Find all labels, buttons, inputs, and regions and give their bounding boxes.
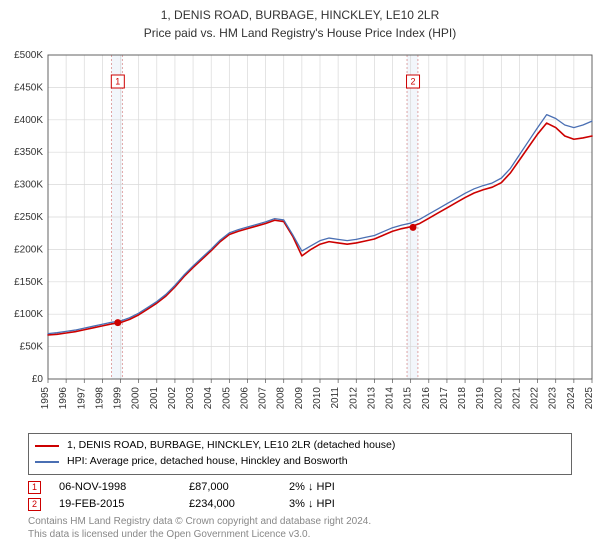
chart-plot-area: £0 £50K £100K £150K £200K £250K £300K £350K £400… (0, 49, 600, 427)
svg-text:1: 1 (115, 77, 120, 87)
event-date-1: 06-NOV-1998 (59, 481, 189, 493)
event-price-1: £87,000 (189, 481, 289, 493)
svg-text:2014: 2014 (385, 387, 396, 410)
svg-text:2012: 2012 (348, 387, 359, 410)
svg-text:2009: 2009 (294, 387, 305, 410)
footer-line-2: This data is licensed under the Open Gov… (28, 528, 572, 542)
legend-item-property: 1, DENIS ROAD, BURBAGE, HINCKLEY, LE10 2… (35, 438, 565, 454)
svg-text:2006: 2006 (239, 387, 250, 410)
legend-swatch-hpi (35, 461, 59, 463)
chart-container: 1, DENIS ROAD, BURBAGE, HINCKLEY, LE10 2… (0, 0, 600, 560)
svg-text:£400K: £400K (14, 115, 43, 126)
svg-text:1997: 1997 (76, 387, 87, 410)
event-marker-1: 1 (28, 481, 41, 494)
svg-text:2008: 2008 (276, 387, 287, 410)
svg-text:£250K: £250K (14, 212, 43, 223)
svg-text:£200K: £200K (14, 245, 43, 256)
svg-text:2018: 2018 (457, 387, 468, 410)
svg-text:2: 2 (411, 77, 416, 87)
legend-label-hpi: HPI: Average price, detached house, Hinc… (67, 454, 348, 470)
event-price-2: £234,000 (189, 498, 289, 510)
legend-label-property: 1, DENIS ROAD, BURBAGE, HINCKLEY, LE10 2… (67, 438, 395, 454)
svg-text:2021: 2021 (511, 387, 522, 410)
svg-text:2002: 2002 (167, 387, 178, 410)
svg-text:2004: 2004 (203, 387, 214, 410)
svg-text:2007: 2007 (258, 387, 269, 410)
chart-svg: £0 £50K £100K £150K £200K £250K £300K £350K £400… (0, 49, 600, 427)
svg-text:£450K: £450K (14, 83, 43, 94)
footer-attribution: Contains HM Land Registry data © Crown c… (28, 515, 572, 542)
svg-text:£150K: £150K (14, 277, 43, 288)
legend-item-hpi: HPI: Average price, detached house, Hinc… (35, 454, 565, 470)
svg-text:£0: £0 (32, 374, 44, 385)
svg-text:£500K: £500K (14, 50, 43, 61)
event-row-1: 1 06-NOV-1998 £87,000 2% ↓ HPI (28, 481, 572, 494)
event-date-2: 19-FEB-2015 (59, 498, 189, 510)
svg-text:£100K: £100K (14, 309, 43, 320)
event-diff-2: 3% ↓ HPI (289, 498, 335, 510)
event-marker-2: 2 (28, 498, 41, 511)
svg-text:£50K: £50K (20, 342, 44, 353)
svg-text:1998: 1998 (94, 387, 105, 410)
event-list: 1 06-NOV-1998 £87,000 2% ↓ HPI 2 19-FEB-… (28, 481, 572, 511)
svg-text:1995: 1995 (40, 387, 51, 410)
svg-text:£300K: £300K (14, 180, 43, 191)
legend-box: 1, DENIS ROAD, BURBAGE, HINCKLEY, LE10 2… (28, 433, 572, 475)
svg-text:2003: 2003 (185, 387, 196, 410)
footer-line-1: Contains HM Land Registry data © Crown c… (28, 515, 572, 529)
event-diff-1: 2% ↓ HPI (289, 481, 335, 493)
svg-text:2015: 2015 (403, 387, 414, 410)
svg-text:£350K: £350K (14, 147, 43, 158)
svg-text:2024: 2024 (566, 387, 577, 410)
svg-text:2011: 2011 (330, 387, 341, 409)
svg-text:2020: 2020 (493, 387, 504, 410)
event-row-2: 2 19-FEB-2015 £234,000 3% ↓ HPI (28, 498, 572, 511)
svg-text:2000: 2000 (131, 387, 142, 410)
svg-text:2023: 2023 (548, 387, 559, 410)
svg-text:2017: 2017 (439, 387, 450, 410)
svg-text:2025: 2025 (584, 387, 595, 410)
svg-text:2013: 2013 (366, 387, 377, 410)
chart-title: 1, DENIS ROAD, BURBAGE, HINCKLEY, LE10 2… (0, 8, 600, 24)
svg-text:2016: 2016 (421, 387, 432, 410)
svg-text:1996: 1996 (58, 387, 69, 410)
svg-text:2010: 2010 (312, 387, 323, 410)
chart-subtitle: Price paid vs. HM Land Registry's House … (0, 26, 600, 42)
legend-swatch-property (35, 445, 59, 447)
svg-text:2022: 2022 (530, 387, 541, 410)
svg-text:1999: 1999 (113, 387, 124, 410)
svg-text:2005: 2005 (221, 387, 232, 410)
svg-text:2019: 2019 (475, 387, 486, 410)
svg-text:2001: 2001 (149, 387, 160, 410)
